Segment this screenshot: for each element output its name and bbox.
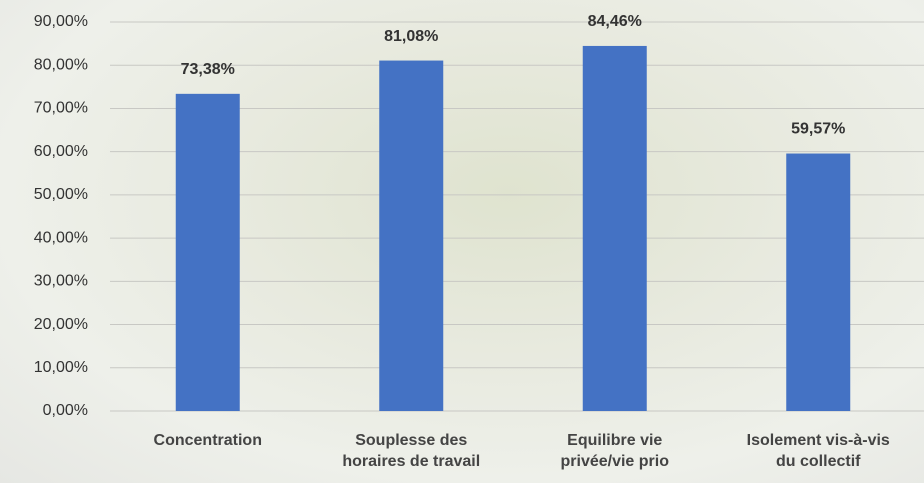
chart-area: 0,00% 10,00% 20,00% 30,00% 40,00% 50,00% 60,00… [0, 0, 924, 483]
x-tick-label: Souplesse des horaires de travail [311, 430, 511, 472]
data-label: 73,38% [181, 61, 235, 78]
y-tick-label: 50,00% [34, 186, 88, 203]
y-tick-label: 30,00% [34, 273, 88, 290]
x-tick-label: Equilibre vie privée/vie prio [515, 430, 715, 472]
y-tick-label: 60,00% [34, 143, 88, 160]
x-tick-label: Concentration [108, 430, 308, 451]
bar [379, 61, 443, 411]
y-tick-label: 80,00% [34, 56, 88, 73]
y-tick-label: 0,00% [43, 402, 88, 419]
chart: 0,00% 10,00% 20,00% 30,00% 40,00% 50,00% 60,00… [0, 0, 924, 483]
bar [583, 46, 647, 411]
y-tick-label: 40,00% [34, 229, 88, 246]
x-tick-label: Isolement vis-à-vis du collectif [718, 430, 918, 472]
y-tick-label: 20,00% [34, 316, 88, 333]
y-tick-label: 90,00% [34, 13, 88, 30]
bar [786, 154, 850, 411]
data-label: 84,46% [588, 13, 642, 30]
y-tick-label: 10,00% [34, 359, 88, 376]
bar [176, 94, 240, 411]
data-label: 59,57% [791, 121, 845, 138]
data-label: 81,08% [384, 28, 438, 45]
y-tick-label: 70,00% [34, 100, 88, 117]
